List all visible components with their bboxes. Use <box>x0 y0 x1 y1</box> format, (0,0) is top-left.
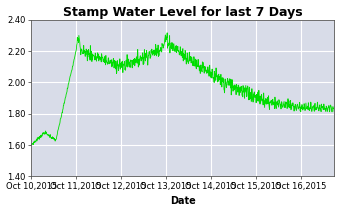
Title: Stamp Water Level for last 7 Days: Stamp Water Level for last 7 Days <box>63 6 303 19</box>
X-axis label: Date: Date <box>170 197 196 206</box>
